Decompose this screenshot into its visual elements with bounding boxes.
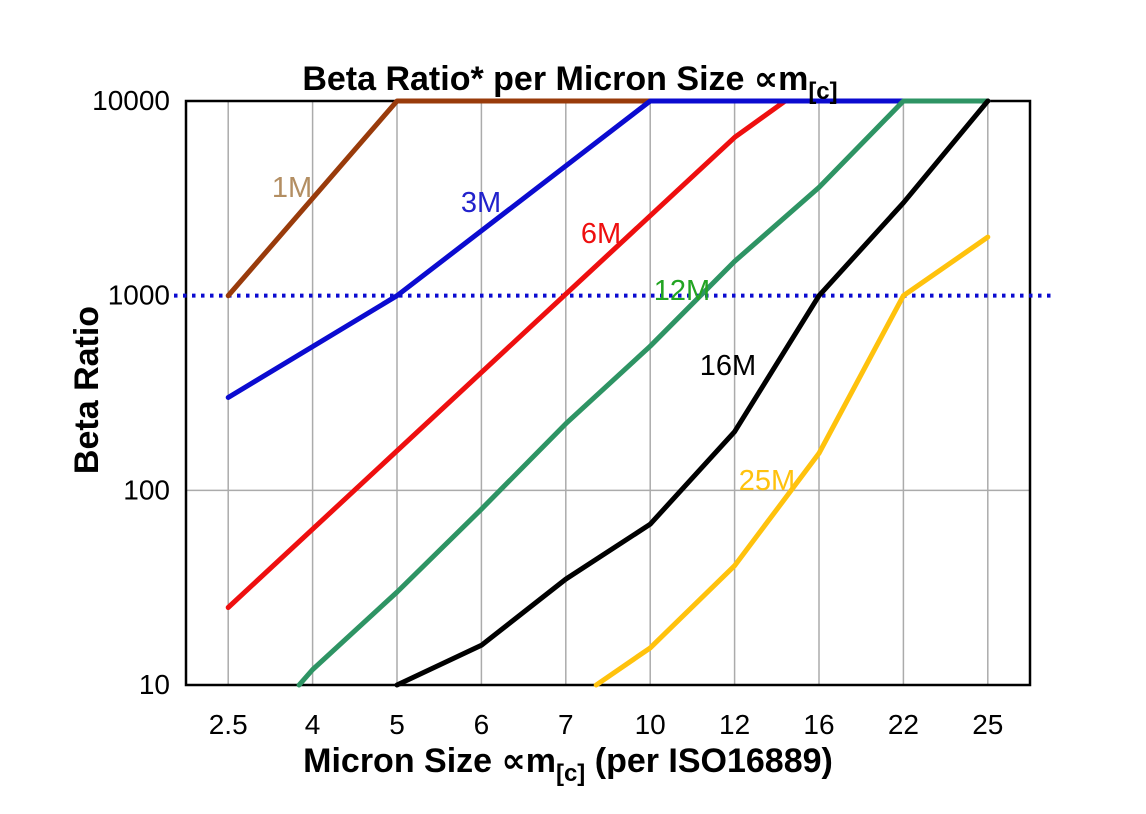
y-tick-label: 100 [123, 474, 170, 505]
x-tick-label: 22 [888, 709, 919, 740]
series-label-3m: 3M [461, 187, 501, 219]
series-label-1m: 1M [272, 172, 312, 204]
x-tick-label: 6 [474, 709, 490, 740]
series-line-25m [593, 234, 991, 688]
series-line-12m [296, 98, 991, 688]
x-tick-label: 4 [305, 709, 321, 740]
series-label-25m: 25M [739, 465, 795, 497]
series-label-6m: 6M [581, 218, 621, 250]
x-tick-label: 25 [972, 709, 1003, 740]
series-label-12m: 12M [654, 275, 710, 307]
x-tick-label: 10 [635, 709, 666, 740]
x-tick-label: 2.5 [209, 709, 248, 740]
x-tick-label: 12 [719, 709, 750, 740]
series-line-3m [225, 98, 991, 400]
y-tick-label: 1000 [108, 280, 170, 311]
y-tick-label: 10 [139, 669, 170, 700]
y-axis-title: Beta Ratio [68, 306, 106, 474]
series-line-16m [394, 98, 991, 688]
x-tick-label: 7 [558, 709, 574, 740]
x-tick-label: 16 [803, 709, 834, 740]
x-axis-title: Micron Size ∝m[c] (per ISO16889) [303, 742, 833, 787]
x-tick-label: 5 [389, 709, 405, 740]
series-label-16m: 16M [700, 350, 756, 382]
chart-title: Beta Ratio* per Micron Size ∝m[c] [302, 60, 837, 105]
y-tick-label: 10000 [92, 85, 170, 116]
